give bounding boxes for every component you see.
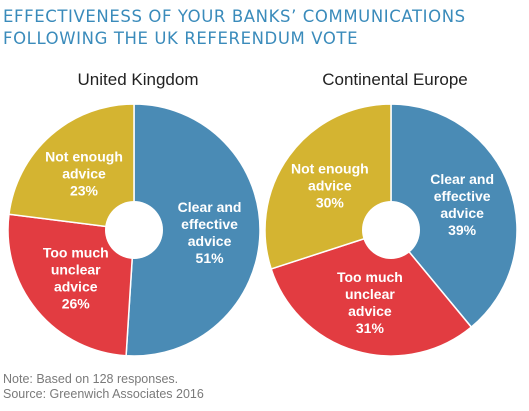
europe-chart-title: Continental Europe [322,70,468,89]
europe-label-too-much-unclear: Too much unclear advice 31% [337,269,403,336]
chart-heading-line-1: EFFECTIVENESS OF YOUR BANKS’ COMMUNICATI… [3,7,466,26]
chart-heading-line-2: FOLLOWING THE UK REFERENDUM VOTE [3,29,359,48]
europe-value-clear-and-effective: 39% [448,222,477,238]
chart-heading: EFFECTIVENESS OF YOUR BANKS’ COMMUNICATI… [3,6,523,50]
europe-label-not-enough: Not enough advice 30% [291,161,369,211]
uk-label-not-enough: Not enough advice 23% [45,148,123,198]
uk-label-clear-and-effective: Clear and effective advice 51% [178,199,242,266]
europe-slice-clear-and-effective [390,103,518,329]
source-text: Source: Greenwich Associates 2016 [3,387,204,401]
europe-value-not-enough: 30% [316,195,345,211]
europe-donut-hole [362,201,420,259]
europe-slice-not-enough [264,103,392,270]
uk-donut-hole [105,201,163,259]
uk-label-too-much-unclear: Too much unclear advice 26% [43,245,109,312]
uk-slice-clear-and-effective [125,103,261,357]
footnotes: Note: Based on 128 responses. Source: Gr… [3,372,204,402]
uk-value-not-enough: 23% [70,182,99,198]
europe-label-clear-and-effective: Clear and effective advice 39% [430,171,494,238]
uk-value-clear-and-effective: 51% [196,250,225,266]
uk-chart-title: United Kingdom [77,70,199,89]
uk-slice-too-much-unclear [7,213,135,357]
europe-value-too-much-unclear: 31% [356,320,385,336]
uk-slice-not-enough [8,103,135,231]
uk-value-too-much-unclear: 26% [62,296,91,312]
note-text: Note: Based on 128 responses. [3,372,179,386]
europe-slice-too-much-unclear [270,229,473,357]
